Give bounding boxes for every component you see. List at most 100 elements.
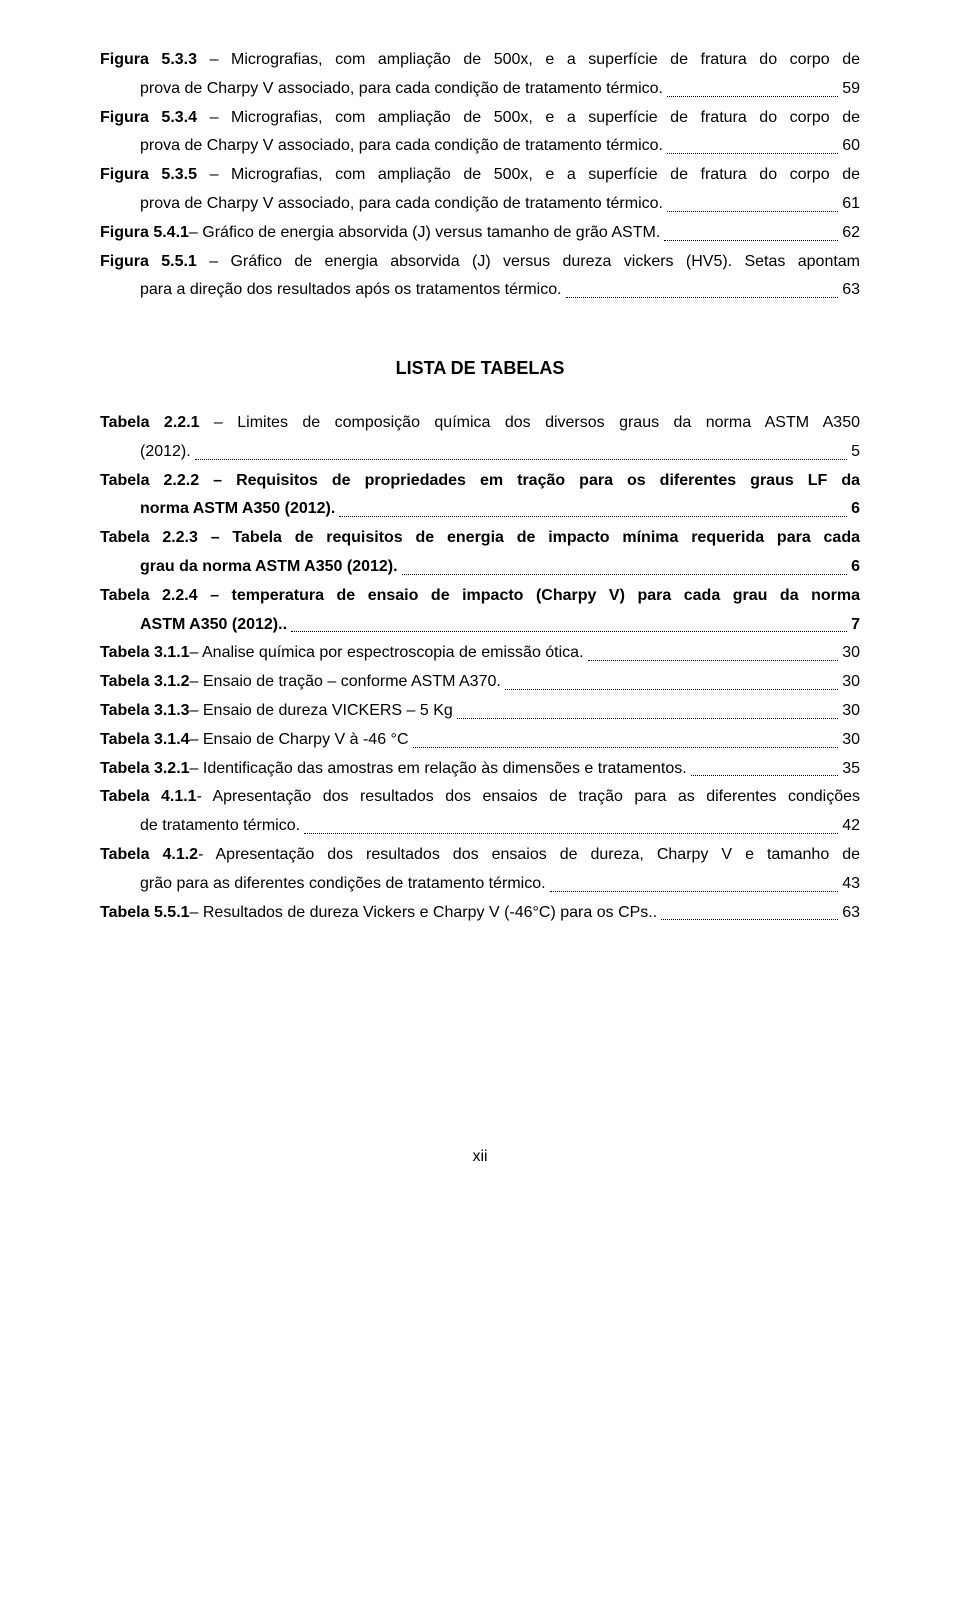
toc-line: Tabela 3.2.1 – Identificação das amostra…: [100, 757, 860, 782]
toc-line: Tabela 4.1.2- Apresentação dos resultado…: [100, 843, 860, 868]
page-footer: xii: [100, 1145, 860, 1170]
toc-page: 43: [842, 872, 860, 897]
toc-entry: Figura 5.3.5 – Micrografias, com ampliaç…: [100, 163, 860, 217]
toc-line-cont: (2012). 5: [100, 440, 860, 465]
toc-line: Tabela 3.1.3 – Ensaio de dureza VICKERS …: [100, 699, 860, 724]
toc-entry: Tabela 5.5.1 – Resultados de dureza Vick…: [100, 901, 860, 926]
toc-line: Tabela 2.2.3 – Tabela de requisitos de e…: [100, 526, 860, 551]
tables-list: Tabela 2.2.1 – Limites de composição quí…: [100, 411, 860, 925]
leader-dots: [667, 153, 838, 154]
toc-page: 7: [851, 613, 860, 638]
toc-text: grau da norma ASTM A350 (2012).: [140, 555, 398, 580]
toc-label: Tabela 3.1.4: [100, 728, 190, 753]
toc-line-cont: prova de Charpy V associado, para cada c…: [100, 134, 860, 159]
toc-page: 60: [842, 134, 860, 159]
leader-dots: [664, 240, 838, 241]
toc-page: 30: [842, 728, 860, 753]
toc-entry: Tabela 4.1.1- Apresentação dos resultado…: [100, 785, 860, 839]
toc-entry: Figura 5.5.1 – Gráfico de energia absorv…: [100, 250, 860, 304]
toc-entry: Tabela 2.2.1 – Limites de composição quí…: [100, 411, 860, 465]
toc-line: Figura 5.3.5 – Micrografias, com ampliaç…: [100, 163, 860, 188]
toc-text: Tabela 2.2.3 – Tabela de requisitos de e…: [100, 526, 860, 551]
toc-entry: Tabela 4.1.2- Apresentação dos resultado…: [100, 843, 860, 897]
toc-entry: Tabela 3.1.4 – Ensaio de Charpy V à -46 …: [100, 728, 860, 753]
toc-text: Figura 5.3.3 – Micrografias, com ampliaç…: [100, 48, 860, 73]
toc-line-cont: grão para as diferentes condições de tra…: [100, 872, 860, 897]
toc-text: norma ASTM A350 (2012).: [140, 497, 335, 522]
toc-label: Tabela 5.5.1: [100, 901, 190, 926]
toc-entry: Figura 5.3.3 – Micrografias, com ampliaç…: [100, 48, 860, 102]
leader-dots: [661, 919, 838, 920]
toc-page: 6: [851, 555, 860, 580]
toc-line-cont: de tratamento térmico. 42: [100, 814, 860, 839]
toc-entry: Tabela 2.2.2 – Requisitos de propriedade…: [100, 469, 860, 523]
toc-text: Figura 5.3.4 – Micrografias, com ampliaç…: [100, 106, 860, 131]
toc-page: 63: [842, 278, 860, 303]
toc-text: de tratamento térmico.: [140, 814, 300, 839]
toc-text: – Ensaio de dureza VICKERS – 5 Kg: [190, 699, 453, 724]
toc-text: prova de Charpy V associado, para cada c…: [140, 134, 663, 159]
leader-dots: [304, 833, 838, 834]
toc-entry: Figura 5.3.4 – Micrografias, com ampliaç…: [100, 106, 860, 160]
toc-page: 35: [842, 757, 860, 782]
toc-line: Figura 5.4.1 – Gráfico de energia absorv…: [100, 221, 860, 246]
toc-text: Tabela 4.1.2- Apresentação dos resultado…: [100, 843, 860, 868]
toc-line-cont: norma ASTM A350 (2012). 6: [100, 497, 860, 522]
toc-text: para a direção dos resultados após os tr…: [140, 278, 562, 303]
leader-dots: [550, 891, 839, 892]
toc-entry: Tabela 2.2.3 – Tabela de requisitos de e…: [100, 526, 860, 580]
toc-text: – Ensaio de tração – conforme ASTM A370.: [190, 670, 501, 695]
toc-text: Figura 5.5.1 – Gráfico de energia absorv…: [100, 250, 860, 275]
toc-text: Tabela 2.2.2 – Requisitos de propriedade…: [100, 469, 860, 494]
toc-text: – Ensaio de Charpy V à -46 °C: [190, 728, 409, 753]
toc-entry: Tabela 3.1.1 – Analise química por espec…: [100, 641, 860, 666]
leader-dots: [195, 459, 847, 460]
figures-list: Figura 5.3.3 – Micrografias, com ampliaç…: [100, 48, 860, 303]
toc-label: Figura 5.4.1: [100, 221, 189, 246]
toc-line: Tabela 3.1.4 – Ensaio de Charpy V à -46 …: [100, 728, 860, 753]
toc-text: Tabela 2.2.4 – temperatura de ensaio de …: [100, 584, 860, 609]
leader-dots: [505, 689, 838, 690]
toc-line: Tabela 2.2.4 – temperatura de ensaio de …: [100, 584, 860, 609]
leader-dots: [667, 96, 838, 97]
toc-text: prova de Charpy V associado, para cada c…: [140, 77, 663, 102]
toc-label: Tabela 3.1.3: [100, 699, 190, 724]
toc-text: Tabela 2.2.1 – Limites de composição quí…: [100, 411, 860, 436]
leader-dots: [413, 747, 839, 748]
toc-line: Tabela 5.5.1 – Resultados de dureza Vick…: [100, 901, 860, 926]
toc-page: 5: [851, 440, 860, 465]
toc-entry: Tabela 3.2.1 – Identificação das amostra…: [100, 757, 860, 782]
toc-page: 62: [842, 221, 860, 246]
toc-entry: Figura 5.4.1 – Gráfico de energia absorv…: [100, 221, 860, 246]
toc-line: Figura 5.3.4 – Micrografias, com ampliaç…: [100, 106, 860, 131]
toc-line: Tabela 4.1.1- Apresentação dos resultado…: [100, 785, 860, 810]
leader-dots: [291, 631, 847, 632]
toc-line: Tabela 3.1.1 – Analise química por espec…: [100, 641, 860, 666]
leader-dots: [566, 297, 839, 298]
toc-line: Figura 5.5.1 – Gráfico de energia absorv…: [100, 250, 860, 275]
toc-entry: Tabela 2.2.4 – temperatura de ensaio de …: [100, 584, 860, 638]
toc-page: 59: [842, 77, 860, 102]
toc-line-cont: grau da norma ASTM A350 (2012). 6: [100, 555, 860, 580]
toc-text: – Gráfico de energia absorvida (J) versu…: [189, 221, 660, 246]
toc-line-cont: ASTM A350 (2012).. 7: [100, 613, 860, 638]
toc-page: 30: [842, 641, 860, 666]
toc-line-cont: prova de Charpy V associado, para cada c…: [100, 192, 860, 217]
toc-label: Tabela 3.1.1: [100, 641, 190, 666]
toc-text: – Identificação das amostras em relação …: [190, 757, 687, 782]
toc-label: Tabela 3.1.2: [100, 670, 190, 695]
toc-line-cont: prova de Charpy V associado, para cada c…: [100, 77, 860, 102]
toc-page: 30: [842, 699, 860, 724]
toc-text: grão para as diferentes condições de tra…: [140, 872, 546, 897]
toc-line: Tabela 3.1.2 – Ensaio de tração – confor…: [100, 670, 860, 695]
leader-dots: [588, 660, 839, 661]
toc-label: Tabela 3.2.1: [100, 757, 190, 782]
section-title-tables: LISTA DE TABELAS: [100, 355, 860, 383]
toc-line: Tabela 2.2.2 – Requisitos de propriedade…: [100, 469, 860, 494]
toc-line: Tabela 2.2.1 – Limites de composição quí…: [100, 411, 860, 436]
toc-text: prova de Charpy V associado, para cada c…: [140, 192, 663, 217]
leader-dots: [457, 718, 838, 719]
toc-line-cont: para a direção dos resultados após os tr…: [100, 278, 860, 303]
toc-page: 63: [842, 901, 860, 926]
leader-dots: [339, 516, 847, 517]
